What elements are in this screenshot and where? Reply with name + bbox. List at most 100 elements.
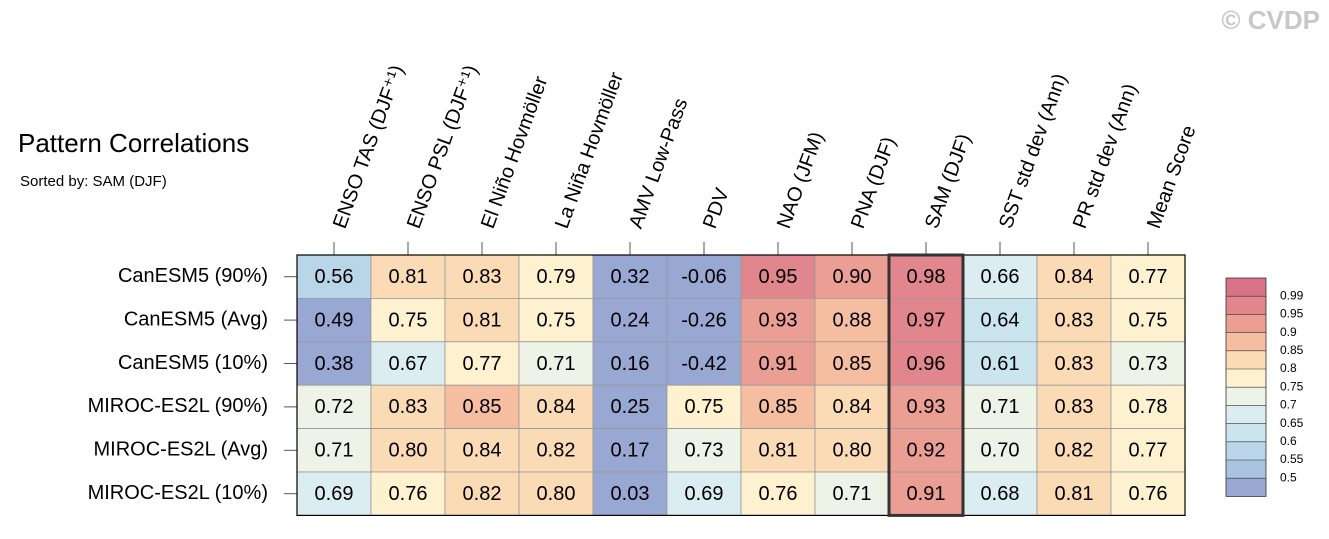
cell	[296, 297, 372, 343]
colorbar-swatch	[1226, 350, 1266, 369]
cell	[1110, 471, 1186, 516]
cell	[592, 384, 668, 430]
grid-border	[296, 254, 1186, 516]
cell	[666, 254, 742, 299]
cell-label: 0.64	[981, 309, 1020, 331]
row-label: MIROC-ES2L (90%)	[88, 395, 268, 417]
cell	[370, 254, 446, 299]
cell	[1110, 341, 1186, 386]
cell-label: 0.93	[907, 396, 946, 418]
cell	[296, 471, 372, 516]
cell-label: -0.42	[681, 353, 727, 375]
copyright: © CVDP	[1221, 5, 1320, 35]
cell	[444, 471, 520, 516]
colorbar-swatch	[1226, 478, 1266, 497]
cell-label: 0.71	[981, 396, 1020, 418]
column-label: NAO (JFM)	[773, 129, 828, 232]
cell	[370, 297, 446, 343]
colorbar-border	[1225, 277, 1267, 497]
cell-label: 0.85	[759, 396, 798, 418]
cell-label: 0.71	[833, 483, 872, 505]
cell-label: 0.78	[1129, 396, 1168, 418]
colorbar-swatch	[1226, 296, 1266, 315]
cell-label: 0.16	[611, 353, 650, 375]
cell-label: 0.93	[759, 309, 798, 331]
highlight-column	[887, 253, 965, 517]
cell-label: 0.82	[537, 440, 576, 462]
column-label: ENSO TAS (DJF⁺¹)	[329, 62, 409, 231]
cell-label: 0.56	[315, 266, 354, 288]
cell	[888, 384, 964, 430]
cell-label: 0.75	[685, 396, 724, 418]
cell	[518, 428, 594, 473]
cell-label: 0.38	[315, 353, 354, 375]
cell-label: 0.85	[463, 396, 502, 418]
row-label: CanESM5 (Avg)	[124, 308, 268, 330]
cell-label: 0.73	[685, 440, 724, 462]
cell-label: 0.71	[537, 353, 576, 375]
cell-label: -0.26	[681, 309, 727, 331]
cell-label: 0.97	[907, 309, 946, 331]
cell-label: 0.73	[1129, 353, 1168, 375]
cell	[1110, 384, 1186, 430]
cell	[1110, 428, 1186, 473]
cell-label: 0.03	[611, 483, 650, 505]
colorbar-label: 0.5	[1280, 470, 1297, 484]
cell-label: 0.83	[463, 266, 502, 288]
cell-label: 0.80	[833, 440, 872, 462]
cell	[666, 428, 742, 473]
cell-label: 0.25	[611, 396, 650, 418]
cell	[296, 341, 372, 386]
colorbar-label: 0.55	[1280, 452, 1304, 466]
cell-label: 0.24	[611, 309, 650, 331]
cell	[666, 341, 742, 386]
cell	[1036, 341, 1112, 386]
column-label: Mean Score	[1143, 123, 1201, 232]
row-label: MIROC-ES2L (10%)	[88, 482, 268, 504]
cell	[518, 471, 594, 516]
cell-label: 0.92	[907, 440, 946, 462]
colorbar-swatch	[1226, 369, 1266, 388]
cell	[962, 254, 1038, 299]
cell-label: 0.84	[833, 396, 872, 418]
row-label: CanESM5 (10%)	[118, 352, 268, 374]
cell-label: 0.98	[907, 266, 946, 288]
cell-label: 0.77	[463, 353, 502, 375]
cell	[962, 297, 1038, 343]
cell-label: 0.84	[1055, 266, 1094, 288]
colorbar-label: 0.8	[1280, 361, 1297, 375]
cell-label: 0.49	[315, 309, 354, 331]
cell	[1036, 297, 1112, 343]
cell-label: 0.84	[463, 440, 502, 462]
cell	[444, 384, 520, 430]
colorbar-swatch	[1226, 332, 1266, 351]
cell	[814, 471, 890, 516]
cell-label: -0.06	[681, 266, 727, 288]
cell-label: 0.91	[759, 353, 798, 375]
colorbar-label: 0.99	[1280, 288, 1304, 302]
colorbar-label: 0.75	[1280, 379, 1304, 393]
cell	[1036, 471, 1112, 516]
cell	[1110, 254, 1186, 299]
cell-label: 0.95	[759, 266, 798, 288]
cell-label: 0.76	[1129, 483, 1168, 505]
row-label: MIROC-ES2L (Avg)	[94, 439, 268, 461]
cell-label: 0.82	[463, 483, 502, 505]
cell-label: 0.32	[611, 266, 650, 288]
cell	[370, 341, 446, 386]
row-label: CanESM5 (90%)	[118, 265, 268, 287]
colorbar-swatch	[1226, 387, 1266, 406]
cell	[592, 341, 668, 386]
cell-label: 0.75	[389, 309, 428, 331]
colorbar-label: 0.65	[1280, 416, 1304, 430]
column-label: El Niño Hovmöller	[477, 73, 553, 231]
cell-label: 0.80	[537, 483, 576, 505]
cell-label: 0.91	[907, 483, 946, 505]
cell-label: 0.76	[389, 483, 428, 505]
column-label: PR std dev (Ann)	[1069, 81, 1142, 232]
cell-label: 0.81	[389, 266, 428, 288]
cell-label: 0.83	[389, 396, 428, 418]
cell-label: 0.71	[315, 440, 354, 462]
colorbar-label: 0.9	[1280, 325, 1297, 339]
